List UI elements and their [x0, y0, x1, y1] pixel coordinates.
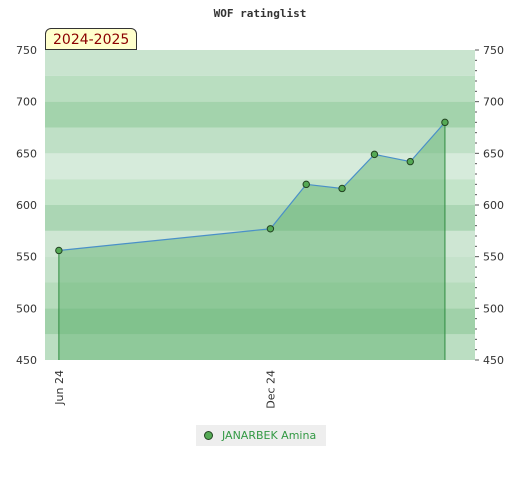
background-bands — [45, 50, 475, 360]
data-point — [338, 184, 346, 193]
x-tick-label: Jun 24 — [53, 370, 66, 406]
y-tick-label-right: 450 — [483, 354, 504, 367]
y-axis-right: 450 500 550 600 650 700 750 — [475, 44, 504, 367]
data-point — [441, 118, 449, 127]
band — [45, 153, 475, 180]
y-tick-label-right: 600 — [483, 199, 504, 212]
band — [45, 179, 475, 205]
y-tick-label-left: 550 — [16, 251, 37, 264]
y-tick-label-right: 750 — [483, 44, 504, 57]
band — [45, 205, 475, 231]
band — [45, 282, 475, 309]
data-point — [406, 157, 414, 166]
y-tick-label-left: 600 — [16, 199, 37, 212]
band-overlay — [45, 308, 475, 360]
band-overlay — [45, 205, 475, 257]
legend[interactable]: JANARBEK Amina — [196, 425, 326, 446]
y-tick-label-left: 700 — [16, 96, 37, 109]
chart-title: WOF ratinglist — [214, 7, 307, 20]
x-tick-label: Dec 24 — [264, 370, 277, 409]
band — [45, 334, 475, 360]
data-point — [370, 150, 379, 159]
band — [45, 230, 475, 257]
y-tick-label-right: 700 — [483, 96, 504, 109]
band — [45, 75, 475, 102]
x-axis: Jun 24 Dec 24 — [53, 370, 278, 409]
data-points — [55, 118, 449, 255]
band — [45, 127, 475, 154]
series-area — [58, 122, 445, 360]
band-overlay — [45, 153, 475, 205]
band — [45, 50, 475, 76]
y-tick-label-right: 550 — [483, 251, 504, 264]
band — [45, 308, 475, 335]
band-overlay — [45, 101, 475, 154]
y-tick-label-left: 650 — [16, 147, 37, 160]
band-overlay — [45, 50, 475, 102]
period-label: 2024-2025 — [45, 28, 138, 50]
y-tick-label-left: 450 — [16, 354, 37, 367]
data-point — [266, 225, 275, 233]
y-tick-label-left: 500 — [16, 302, 37, 315]
data-point — [55, 246, 63, 255]
data-point — [302, 180, 310, 189]
y-tick-label-right: 500 — [483, 302, 504, 315]
band — [45, 101, 475, 128]
legend-label: JANARBEK Amina — [222, 429, 317, 442]
band-overlay — [45, 256, 475, 309]
y-tick-label-right: 650 — [483, 147, 504, 160]
legend-marker-icon — [204, 431, 213, 440]
y-tick-label-left: 750 — [16, 44, 37, 57]
y-axis-left: 450 500 550 600 650 700 750 — [16, 44, 37, 367]
band — [45, 256, 475, 283]
